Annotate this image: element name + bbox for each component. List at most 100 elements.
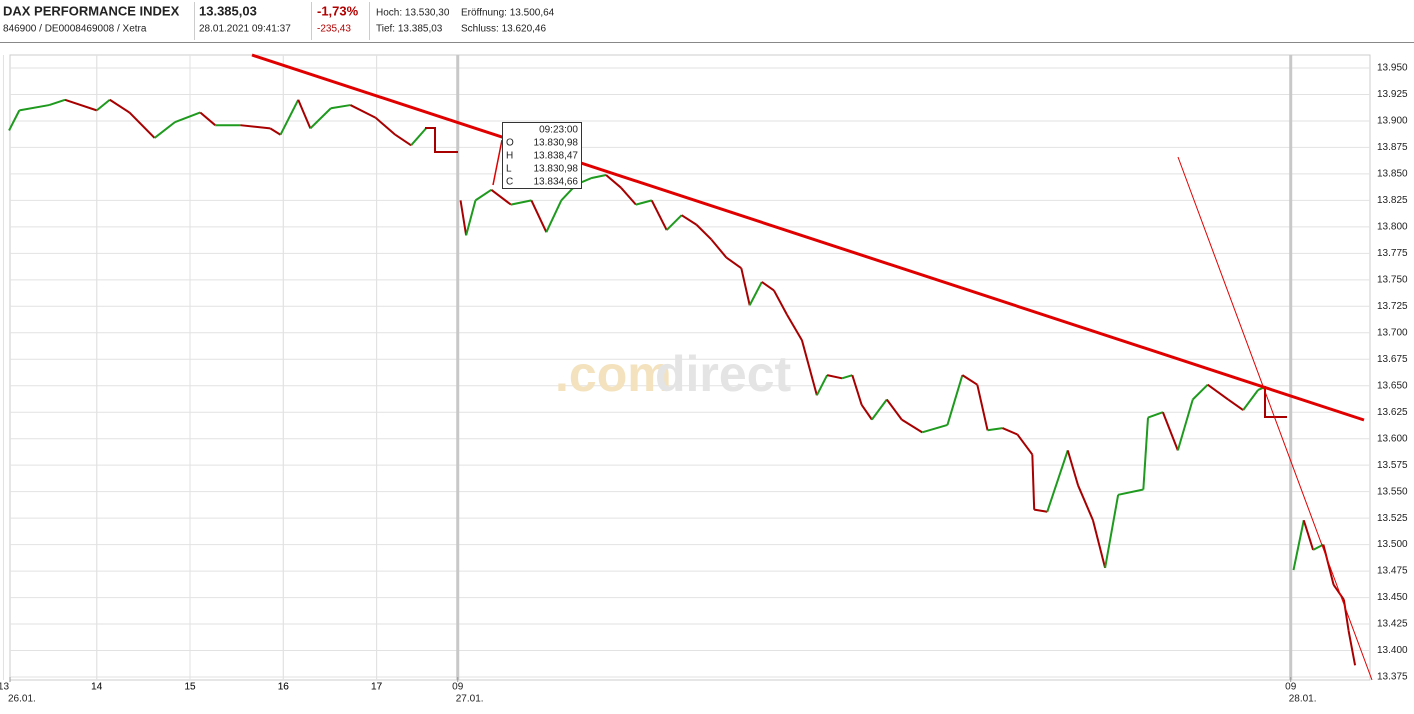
tooltip-value: 13.838,47 <box>534 151 579 162</box>
price-segment <box>1322 544 1335 586</box>
y-tick-label: 13.800 <box>1377 222 1408 233</box>
price-segment <box>510 199 532 206</box>
price-segment <box>815 374 829 396</box>
price-segment <box>8 109 21 131</box>
price-segment <box>279 99 300 136</box>
price-segment <box>174 111 201 123</box>
price-segment <box>1104 494 1120 569</box>
y-tick-label: 13.700 <box>1377 327 1408 338</box>
x-tick-label: 14 <box>91 682 103 693</box>
plot-frame <box>9 54 1371 681</box>
price-segment <box>886 398 903 421</box>
x-tick-label: 15 <box>184 682 196 693</box>
price-segment <box>1091 520 1107 569</box>
tooltip-value: 13.834,66 <box>534 177 579 188</box>
price-segment <box>987 427 1003 432</box>
y-tick-label: 13.650 <box>1377 380 1408 391</box>
price-segment <box>1034 508 1048 513</box>
price-segment <box>1161 411 1179 451</box>
y-tick-label: 13.375 <box>1377 672 1408 683</box>
y-tick-label: 13.925 <box>1377 89 1408 100</box>
price-segment <box>635 199 653 206</box>
price-segment <box>665 214 683 231</box>
tooltip-rows: O 13.830,98 H 13.838,47 L 13.830,98 C 13.834,66 <box>506 138 578 188</box>
x-tick-label: 15 <box>184 682 196 693</box>
price-segment <box>1142 417 1149 490</box>
grid: 13.375 13.400 13.425 13.450 13.475 13.500 13.5… <box>0 54 1408 705</box>
price-segment <box>901 418 923 434</box>
price-segment <box>773 289 788 316</box>
subtitle: 846900 / DE0008469008 / Xetra <box>3 24 147 35</box>
price-segment <box>841 374 853 380</box>
x-tick-label: 17 <box>371 682 383 693</box>
y-tick-label: 13.850 <box>1377 169 1408 180</box>
y-tick-label: 13.550 <box>1377 486 1408 497</box>
price-segment <box>725 256 742 269</box>
price-segment <box>826 374 843 380</box>
y-tick-label: 13.750 <box>1377 274 1408 285</box>
x-tick-label: 16 <box>278 682 290 693</box>
price-segment <box>1207 383 1229 401</box>
x-tick-label: 09 <box>452 682 464 693</box>
price-segment <box>1192 383 1209 401</box>
tooltip-key: H <box>506 151 513 162</box>
price-segment <box>1066 450 1079 486</box>
watermark-com: .com <box>555 346 672 402</box>
price-segment <box>681 214 698 226</box>
price-segment <box>465 200 477 236</box>
price-segment <box>860 404 873 421</box>
trend-line <box>1177 156 1373 681</box>
price-segment <box>1046 450 1069 513</box>
tooltip-key: O <box>506 138 514 149</box>
open: Eröffnung: 13.500,64 <box>461 8 555 19</box>
price: 13.385,03 <box>199 3 257 18</box>
close: Schluss: 13.620,46 <box>461 24 546 35</box>
price-segment <box>946 374 964 426</box>
price-segment <box>350 104 377 119</box>
price-segment <box>1342 599 1350 631</box>
price-segment <box>199 111 216 126</box>
y-tick-label: 13.450 <box>1377 592 1408 603</box>
x-tick-label: 16 <box>278 682 290 693</box>
price-segment <box>740 267 751 306</box>
x-tick-label: 13 <box>0 682 9 693</box>
x-tick-label: 14 <box>91 682 103 693</box>
y-tick-label: 13.475 <box>1377 566 1408 577</box>
price-segment <box>710 238 728 259</box>
y-tick-label: 13.825 <box>1377 195 1408 206</box>
y-tick-label: 13.900 <box>1377 116 1408 127</box>
price-segment <box>976 384 989 431</box>
day-label: 28.01. <box>1289 694 1317 705</box>
tooltip-pointer <box>492 139 503 186</box>
price-segment <box>109 98 130 114</box>
price-segment <box>410 127 427 146</box>
price-segment <box>297 99 312 129</box>
price-segment <box>64 98 98 112</box>
day-label: 26.01. <box>8 694 36 705</box>
price-segment <box>786 314 803 341</box>
price-segment <box>269 127 282 136</box>
price-segment <box>545 199 563 233</box>
y-tick-label: 13.400 <box>1377 645 1408 656</box>
price-segment <box>1016 433 1034 456</box>
price-segment <box>153 121 176 139</box>
price-segment <box>240 124 271 130</box>
tooltip-key: L <box>506 164 512 175</box>
y-tick-label: 13.575 <box>1377 460 1408 471</box>
price-segment <box>1147 411 1164 419</box>
price-segment <box>1077 484 1094 521</box>
x-tick-label: 09 <box>1285 682 1297 693</box>
price-segment <box>748 281 763 306</box>
price-segment <box>921 423 948 434</box>
price-segment <box>1176 399 1194 451</box>
price-segment <box>19 104 50 112</box>
trend-line <box>251 53 1365 422</box>
price-segment <box>309 107 332 130</box>
y-tick-label: 13.425 <box>1377 619 1408 630</box>
y-tick-label: 13.950 <box>1377 63 1408 74</box>
tooltip <box>502 122 582 189</box>
price-segment <box>474 188 492 202</box>
tooltip-time: 09:23:00 <box>539 125 578 136</box>
